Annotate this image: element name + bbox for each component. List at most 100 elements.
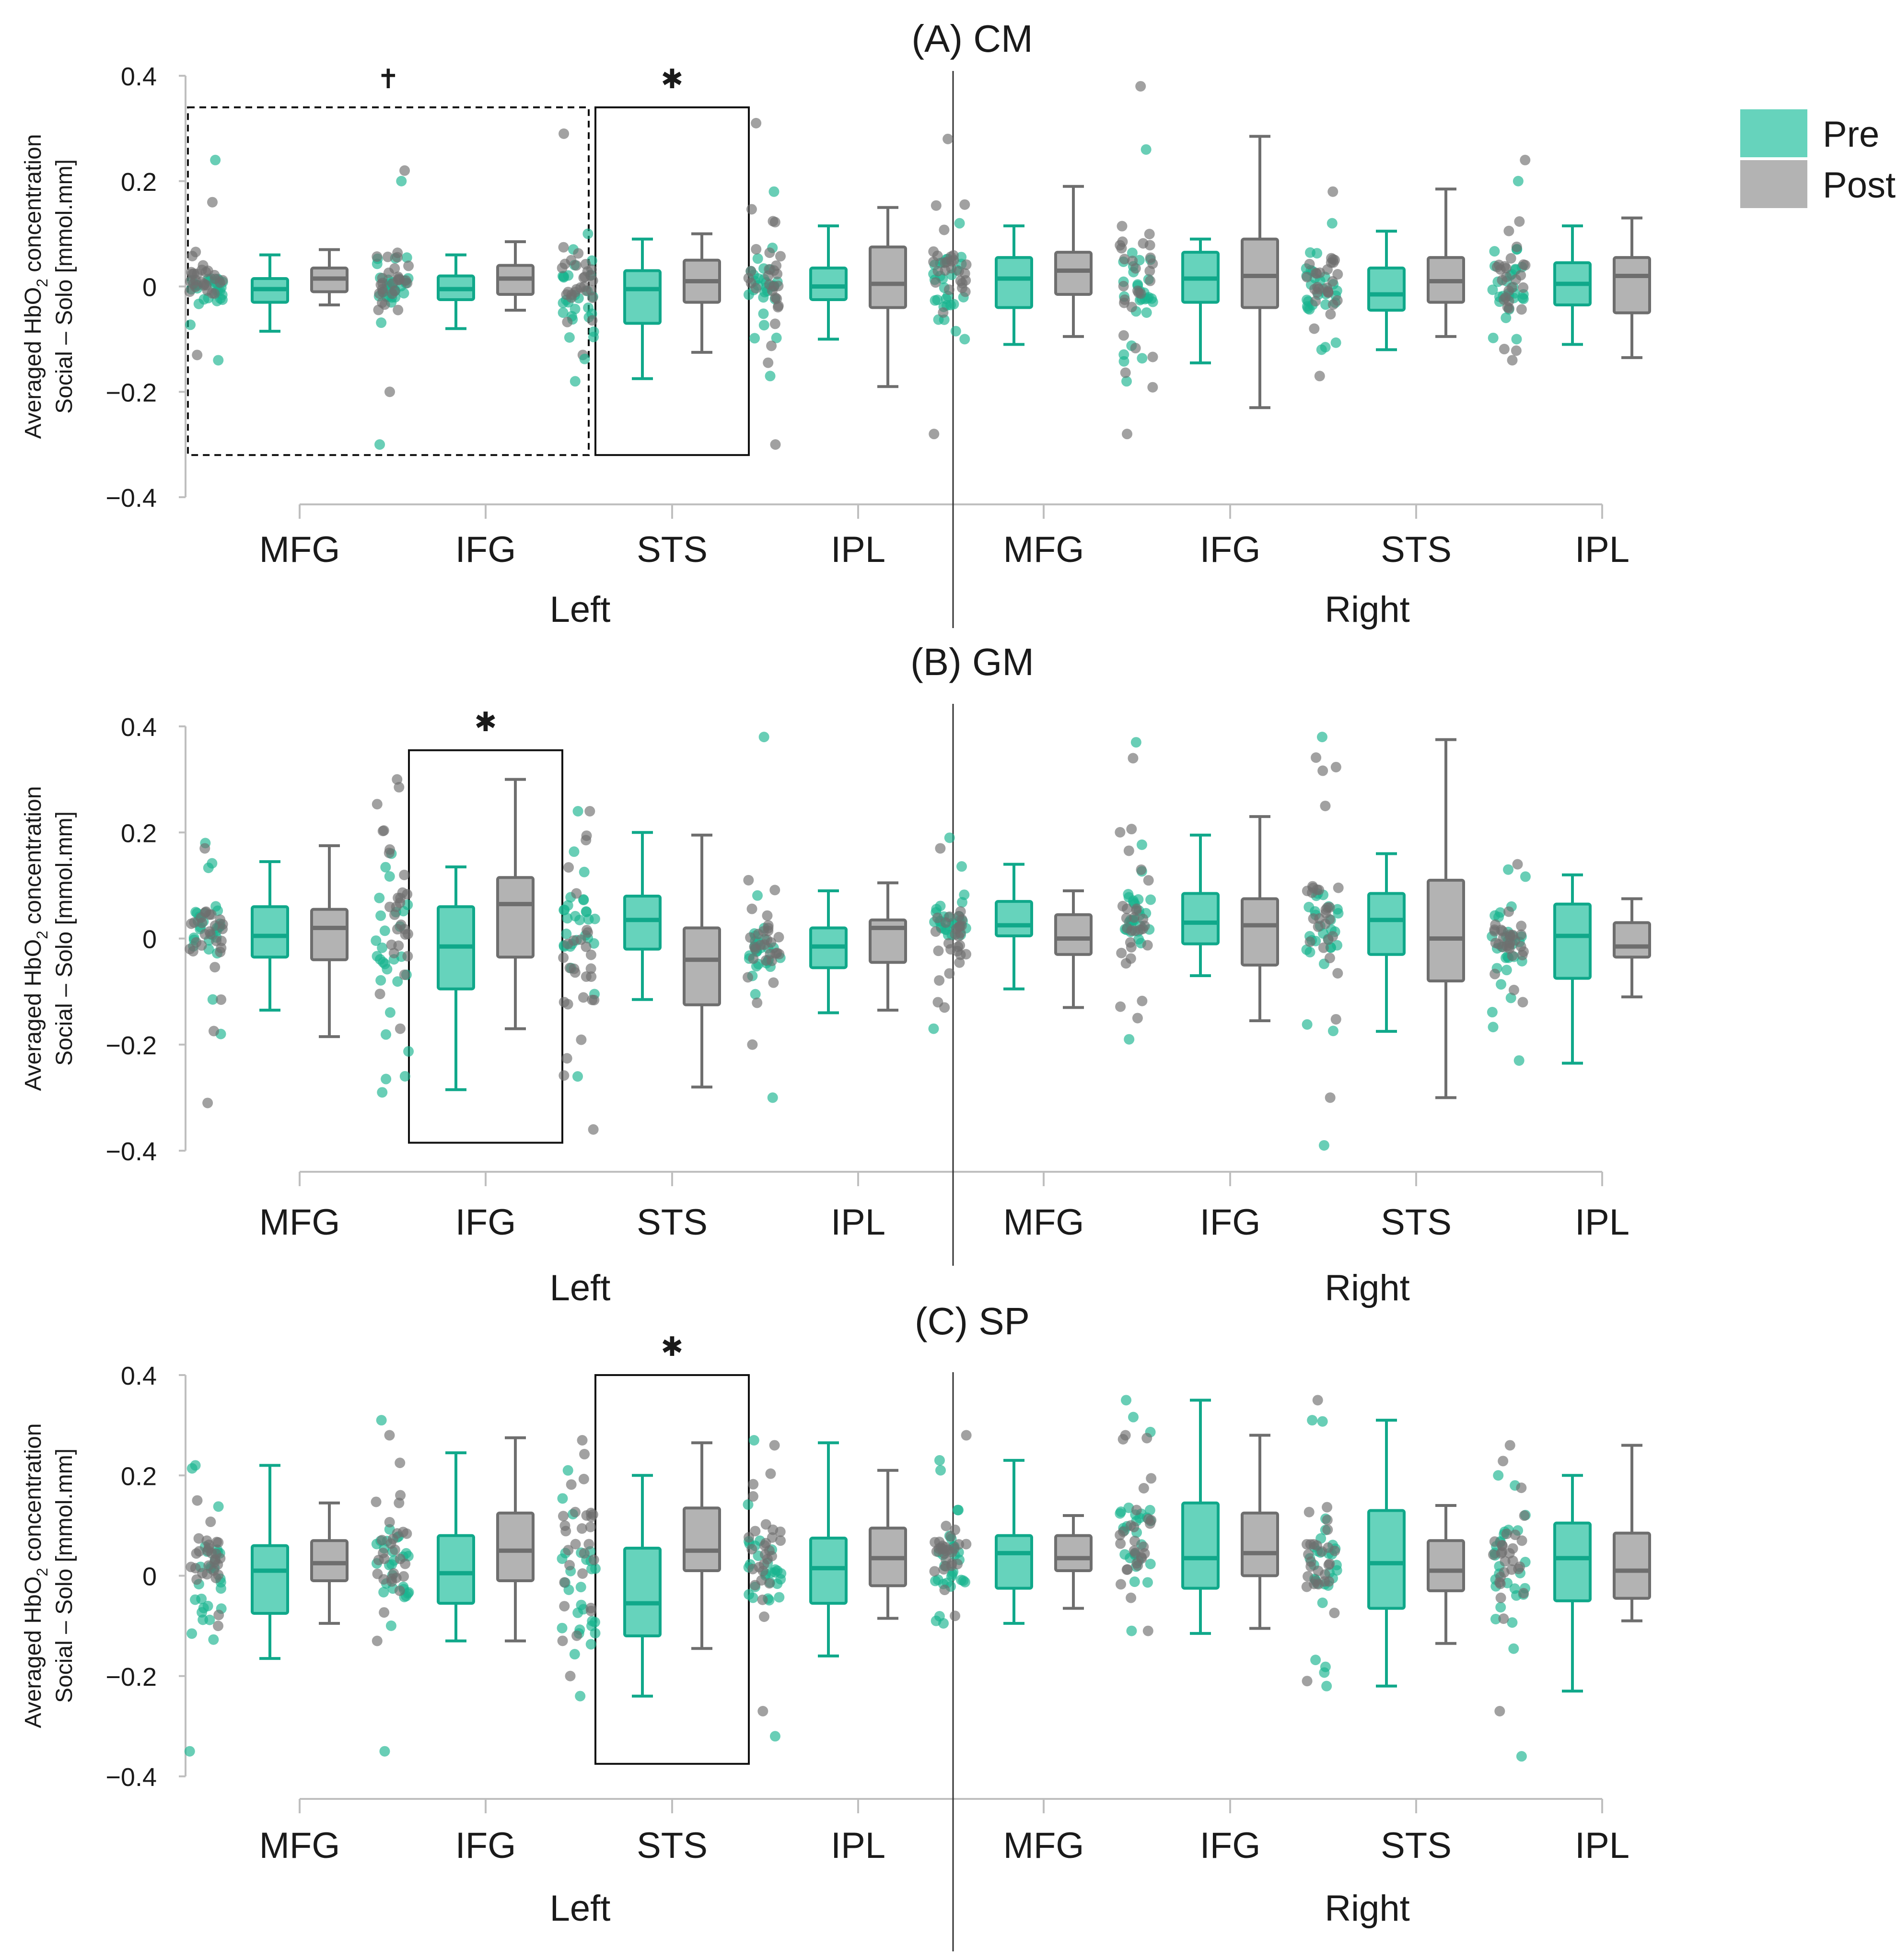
iqr-box xyxy=(623,269,662,325)
point-post xyxy=(558,242,569,253)
point-post xyxy=(766,937,777,948)
point-post xyxy=(375,279,386,290)
point-post xyxy=(1325,309,1336,320)
y-tick-label: 0.4 xyxy=(121,713,157,742)
point-pre xyxy=(1141,307,1152,318)
box-pre xyxy=(623,1474,662,1698)
x-tick-label: STS xyxy=(1381,1825,1452,1866)
point-pre xyxy=(1121,376,1132,387)
x-tick-label: MFG xyxy=(259,529,340,570)
point-post xyxy=(1312,287,1323,298)
point-pre xyxy=(563,270,574,281)
point-post xyxy=(1501,1528,1512,1540)
point-pre xyxy=(1489,246,1500,257)
y-axis-label-line2: Social – Solo [mmol.mm] xyxy=(52,811,77,1066)
point-post xyxy=(395,1023,406,1034)
point-post xyxy=(1515,929,1526,940)
point-post xyxy=(387,1533,398,1544)
point-post xyxy=(1320,800,1331,811)
point-post xyxy=(775,1535,786,1546)
point-post xyxy=(762,910,773,921)
point-pre xyxy=(572,1071,583,1082)
box-pre xyxy=(1367,852,1406,1033)
point-pre xyxy=(947,1569,958,1580)
point-post xyxy=(1497,1540,1508,1552)
point-pre xyxy=(587,1616,598,1627)
point-pre xyxy=(1488,1022,1499,1033)
point-pre xyxy=(185,319,196,330)
point-post xyxy=(1490,919,1501,930)
point-post xyxy=(1122,922,1133,933)
point-post xyxy=(1518,946,1529,957)
point-post xyxy=(1518,1587,1529,1598)
point-post xyxy=(929,429,940,440)
box-pre xyxy=(1553,1474,1592,1693)
point-post xyxy=(760,1519,771,1530)
point-post xyxy=(1498,1456,1509,1467)
point-pre xyxy=(578,894,589,905)
point-post xyxy=(576,1034,587,1045)
point-post xyxy=(932,997,943,1008)
point-post xyxy=(389,285,400,296)
point-post xyxy=(757,1594,768,1605)
y-axis-label-line2: Social – Solo [mmol.mm] xyxy=(52,1448,77,1703)
point-post xyxy=(585,1521,596,1532)
point-post xyxy=(210,1573,221,1584)
x-tick-label: MFG xyxy=(1003,529,1084,570)
point-post xyxy=(930,926,941,937)
box-pre xyxy=(437,1451,475,1643)
point-post xyxy=(196,940,207,951)
point-pre xyxy=(575,1691,586,1702)
point-post xyxy=(770,439,781,450)
iqr-box xyxy=(437,1534,475,1605)
point-post xyxy=(1132,1013,1143,1024)
point-post xyxy=(562,316,573,327)
iqr-box xyxy=(251,905,289,959)
point-pre xyxy=(1124,1034,1135,1045)
group-label-left: Left xyxy=(550,1268,611,1308)
panel-title: (A) CM xyxy=(911,17,1033,60)
point-pre xyxy=(380,862,391,873)
box-pre xyxy=(1181,237,1220,364)
point-pre xyxy=(1330,337,1341,348)
point-post xyxy=(371,1496,382,1507)
iqr-box xyxy=(809,267,848,301)
point-pre xyxy=(1127,247,1138,258)
point-pre xyxy=(562,1465,573,1476)
point-post xyxy=(566,1479,577,1490)
y-tick-label: 0.4 xyxy=(121,1362,157,1390)
iqr-box xyxy=(869,918,907,964)
point-pre xyxy=(375,975,386,986)
point-post xyxy=(1516,921,1527,932)
point-pre xyxy=(1488,332,1499,343)
point-post xyxy=(1317,765,1328,776)
point-post xyxy=(576,1523,587,1534)
box-post xyxy=(869,881,907,1012)
point-post xyxy=(1322,1515,1333,1526)
point-pre xyxy=(197,1607,208,1618)
box-pre xyxy=(1553,873,1592,1065)
point-pre xyxy=(382,964,393,975)
point-post xyxy=(1310,1575,1321,1587)
point-post xyxy=(389,909,400,920)
point-post xyxy=(950,1610,961,1622)
point-post xyxy=(1504,931,1515,942)
x-tick-label: MFG xyxy=(1003,1202,1084,1243)
box-pre xyxy=(251,1464,289,1660)
x-tick-label: STS xyxy=(1381,1202,1452,1243)
point-post xyxy=(577,1568,588,1579)
point-pre xyxy=(1490,1613,1501,1624)
x-tick-label: IPL xyxy=(831,529,885,570)
point-post xyxy=(193,1533,204,1544)
group-label-right: Right xyxy=(1325,1268,1409,1308)
point-post xyxy=(1501,271,1512,282)
point-post xyxy=(1329,1608,1340,1619)
point-post xyxy=(940,917,951,928)
point-post xyxy=(557,262,568,273)
y-tick-label: −0.2 xyxy=(105,1031,157,1060)
point-post xyxy=(571,888,582,899)
point-post xyxy=(1118,1526,1129,1537)
iqr-box xyxy=(623,1546,662,1638)
point-post xyxy=(388,947,399,958)
point-pre xyxy=(1327,1026,1338,1037)
